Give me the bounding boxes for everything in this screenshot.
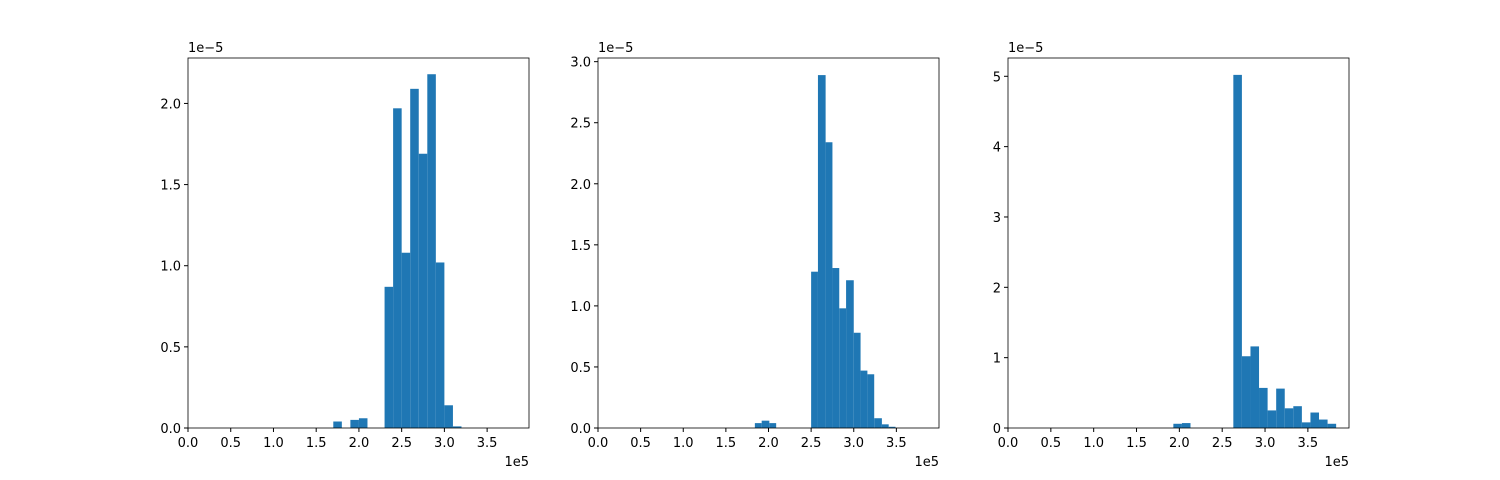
y-offset-label: 1e−5 <box>188 41 223 56</box>
bar <box>418 153 428 429</box>
bar <box>384 286 394 428</box>
y-tick-label: 1.0 <box>160 260 181 275</box>
bar <box>333 421 342 428</box>
x-offset-label: 1e5 <box>1324 455 1349 470</box>
y-tick-label: 1.0 <box>570 300 591 315</box>
y-tick-label: 3 <box>993 211 1001 226</box>
y-tick-label: 1.5 <box>570 239 591 254</box>
axes-frame <box>597 57 940 429</box>
bar <box>1233 74 1242 428</box>
x-tick-label: 0.5 <box>630 436 651 451</box>
bar <box>853 332 861 428</box>
y-tick-label: 0.0 <box>160 422 181 437</box>
bar <box>393 108 402 429</box>
bar <box>888 426 896 428</box>
x-tick-label: 3.5 <box>886 436 907 451</box>
bar <box>839 308 847 428</box>
bar <box>427 74 436 428</box>
y-tick-label: 4 <box>993 141 1001 156</box>
y-offset-label: 1e−5 <box>598 41 633 56</box>
bar <box>350 419 359 428</box>
x-tick-label: 3.5 <box>1298 436 1319 451</box>
x-tick-label: 1.5 <box>1126 436 1147 451</box>
bar <box>1293 406 1302 428</box>
x-tick-label: 1.5 <box>306 436 327 451</box>
bar <box>1319 419 1328 428</box>
y-tick-label: 2.0 <box>570 178 591 193</box>
bar <box>435 262 445 428</box>
x-tick-label: 2.0 <box>1169 436 1190 451</box>
x-tick-label: 0.0 <box>588 436 609 451</box>
x-tick-label: 2.5 <box>1212 436 1233 451</box>
y-tick-label: 0 <box>993 422 1001 437</box>
x-tick-label: 3.0 <box>843 436 864 451</box>
bar <box>811 271 818 428</box>
axes-frame <box>187 57 530 429</box>
bar <box>1284 408 1294 428</box>
bar <box>846 280 854 428</box>
axes-frame <box>1007 57 1350 429</box>
x-tick-label: 3.0 <box>1255 436 1276 451</box>
y-tick-label: 2.0 <box>160 97 181 112</box>
bar <box>874 418 882 428</box>
bar <box>444 405 453 428</box>
bar <box>452 426 462 428</box>
bar <box>860 370 868 428</box>
y-tick-label: 1.5 <box>160 179 181 194</box>
y-tick-label: 0.0 <box>570 422 591 437</box>
x-offset-label: 1e5 <box>914 455 939 470</box>
bar <box>1181 423 1191 428</box>
x-tick-label: 0.5 <box>1040 436 1061 451</box>
bar <box>401 252 411 428</box>
bar <box>817 75 826 429</box>
bar <box>881 424 889 428</box>
x-tick-label: 1.0 <box>673 436 694 451</box>
x-tick-label: 2.5 <box>801 436 822 451</box>
bar <box>1259 387 1268 428</box>
y-tick-label: 0.5 <box>160 341 181 356</box>
y-offset-label: 1e−5 <box>1008 41 1043 56</box>
x-tick-label: 1.5 <box>716 436 737 451</box>
x-tick-label: 3.0 <box>434 436 455 451</box>
y-tick-label: 0.5 <box>570 361 591 376</box>
bar <box>358 418 368 428</box>
bar <box>1173 423 1182 428</box>
x-tick-label: 0.0 <box>178 436 199 451</box>
bar <box>1241 356 1251 428</box>
y-tick-label: 5 <box>993 70 1001 85</box>
bar <box>1310 412 1320 428</box>
x-tick-label: 2.0 <box>758 436 779 451</box>
bar <box>1301 422 1311 428</box>
x-tick-label: 2.5 <box>391 436 412 451</box>
bar <box>754 423 762 428</box>
y-tick-label: 2 <box>993 281 1001 296</box>
x-offset-label: 1e5 <box>504 455 529 470</box>
bar <box>761 420 770 428</box>
x-tick-label: 2.0 <box>349 436 370 451</box>
bar <box>1250 346 1260 428</box>
bar <box>867 374 875 428</box>
bar <box>769 423 777 428</box>
x-tick-label: 0.0 <box>998 436 1019 451</box>
x-tick-label: 3.5 <box>477 436 498 451</box>
bar <box>1267 410 1277 428</box>
bar <box>1276 388 1285 428</box>
x-tick-label: 0.5 <box>220 436 241 451</box>
bar <box>825 142 833 428</box>
bar <box>1327 423 1337 428</box>
bar <box>832 268 840 428</box>
x-tick-label: 1.0 <box>263 436 284 451</box>
y-tick-label: 1 <box>993 352 1001 367</box>
y-tick-label: 3.0 <box>570 56 591 71</box>
y-tick-label: 2.5 <box>570 117 591 132</box>
bar <box>410 88 419 428</box>
x-tick-label: 1.0 <box>1083 436 1104 451</box>
